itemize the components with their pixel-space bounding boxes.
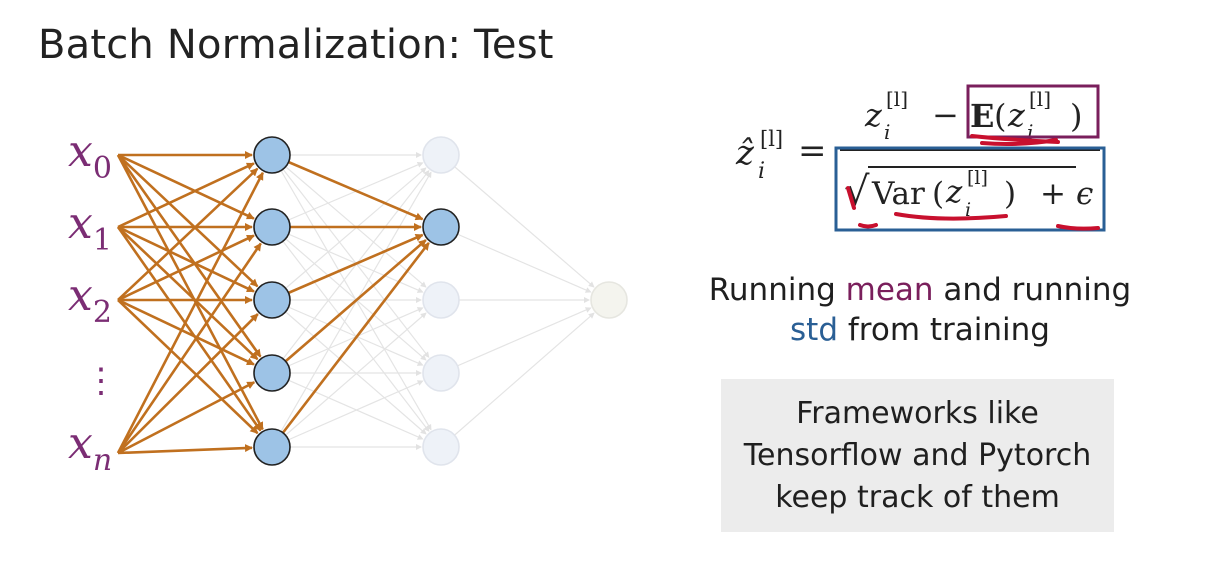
formula-lhs-sub: i: [758, 159, 765, 184]
input-edge: [117, 381, 256, 455]
frameworks-callout: Frameworks like Tensorflow and Pytorch k…: [721, 379, 1114, 532]
faded-edge: [271, 299, 427, 435]
formula-equals: =: [798, 131, 827, 171]
description-text-3: from training: [838, 312, 1050, 348]
input-edge: [117, 167, 259, 301]
layer2-node-2: [422, 208, 460, 246]
formula-var-close: ): [1004, 176, 1016, 212]
layer1-node-1: [253, 136, 291, 174]
formula-expectation: E: [970, 97, 994, 135]
input-edge: [117, 154, 259, 288]
input-edge: [116, 171, 264, 454]
faded-edge: [271, 170, 430, 374]
faded-edge: [271, 307, 424, 374]
input-edge: [116, 154, 262, 358]
neural-network-diagram: x0 x1 x2 ⋮ xn: [68, 126, 628, 478]
hidden-edge: [270, 242, 430, 448]
mean-term: mean: [845, 272, 934, 308]
formula-var: Var: [871, 176, 925, 212]
faded-edge: [271, 154, 432, 431]
faded-edge: [271, 154, 427, 288]
slide-title: Batch Normalization: Test: [38, 22, 554, 68]
description-line-1: Running mean and running: [660, 272, 1180, 308]
description-line-2: std from training: [660, 312, 1180, 348]
layer1-node-4: [253, 354, 291, 392]
input-edge: [116, 154, 264, 431]
callout-line-2: Tensorflow and Pytorch: [743, 437, 1092, 473]
faded-edge: [271, 226, 424, 293]
input-edge: [117, 225, 255, 293]
description-text-2: and running: [933, 272, 1132, 308]
input-x2-label: x2: [68, 270, 112, 330]
layer1-node-5: [253, 428, 291, 466]
hidden-edge: [271, 233, 424, 302]
callout-line-3: keep track of them: [775, 479, 1060, 515]
std-highlight-box: [834, 146, 1106, 232]
formula-var-sup: [l]: [967, 167, 988, 189]
formula-var-open: (: [932, 176, 944, 212]
faded-edge: [440, 226, 592, 293]
faded-edge: [271, 226, 430, 432]
input-xn-label: xn: [68, 418, 112, 478]
formula-mean-sub: i: [1027, 120, 1033, 144]
input-edge: [116, 242, 262, 454]
layer2-node-4: [422, 354, 460, 392]
faded-edge: [271, 154, 430, 358]
formula-mean-sup: [l]: [1029, 87, 1051, 111]
formula-num-sub: i: [884, 120, 890, 144]
formula-var-z: z: [945, 174, 963, 210]
formula-num-z: z: [864, 96, 883, 134]
formula-mean-z: z: [1007, 96, 1026, 134]
faded-edge: [271, 380, 424, 448]
input-edge: [117, 299, 259, 435]
input-edge: [116, 226, 262, 432]
layer1-node-3: [253, 281, 291, 319]
faded-edge: [271, 162, 424, 228]
formula-lhs-sup: [l]: [760, 127, 783, 151]
formula-plus: +: [1040, 176, 1066, 212]
normalization-formula: ẑ [l] i = z [l] i − E ( z [l] i ) √ Var …: [735, 84, 1106, 232]
input-edge: [117, 162, 255, 229]
formula-var-sub: i: [965, 199, 971, 221]
faded-edge: [271, 372, 424, 440]
hidden-edge: [271, 239, 427, 374]
layer2-node-3: [422, 281, 460, 319]
faded-edge: [440, 154, 595, 288]
input-x0-label: x0: [68, 126, 112, 186]
formula-lhs: ẑ: [735, 133, 755, 173]
layer2-node-5: [422, 428, 460, 466]
formula-paren-open: (: [994, 97, 1006, 135]
input-edge: [117, 226, 259, 361]
formula-epsilon: ϵ: [1076, 176, 1093, 212]
output-node: [590, 281, 628, 319]
std-term: std: [790, 312, 839, 348]
input-edge: [117, 234, 255, 302]
faded-edge: [440, 312, 595, 448]
input-x1-label: x1: [68, 198, 112, 258]
input-edge: [117, 153, 255, 220]
input-edge: [117, 298, 255, 366]
faded-edge: [271, 226, 427, 361]
faded-edge: [271, 299, 424, 366]
formula-paren-close: ): [1070, 97, 1082, 135]
input-edge: [117, 444, 254, 455]
faded-edge: [271, 171, 432, 448]
handwritten-annotations: [846, 134, 1100, 231]
mean-highlight-box: [966, 84, 1100, 139]
input-edge: [117, 313, 259, 454]
input-labels: x0 x1 x2 ⋮ xn: [68, 126, 118, 478]
faded-edge: [271, 312, 427, 448]
formula-minus: −: [932, 96, 959, 134]
faded-edge: [440, 307, 592, 374]
faded-edge: [271, 167, 427, 301]
layer1-node-2: [253, 208, 291, 246]
description-text: Running: [708, 272, 846, 308]
input-ellipsis: ⋮: [84, 361, 118, 401]
callout-line-1: Frameworks like: [796, 395, 1039, 431]
layer2-node-1: [422, 136, 460, 174]
hidden-edge: [271, 153, 424, 221]
formula-num-sup: [l]: [886, 87, 908, 111]
